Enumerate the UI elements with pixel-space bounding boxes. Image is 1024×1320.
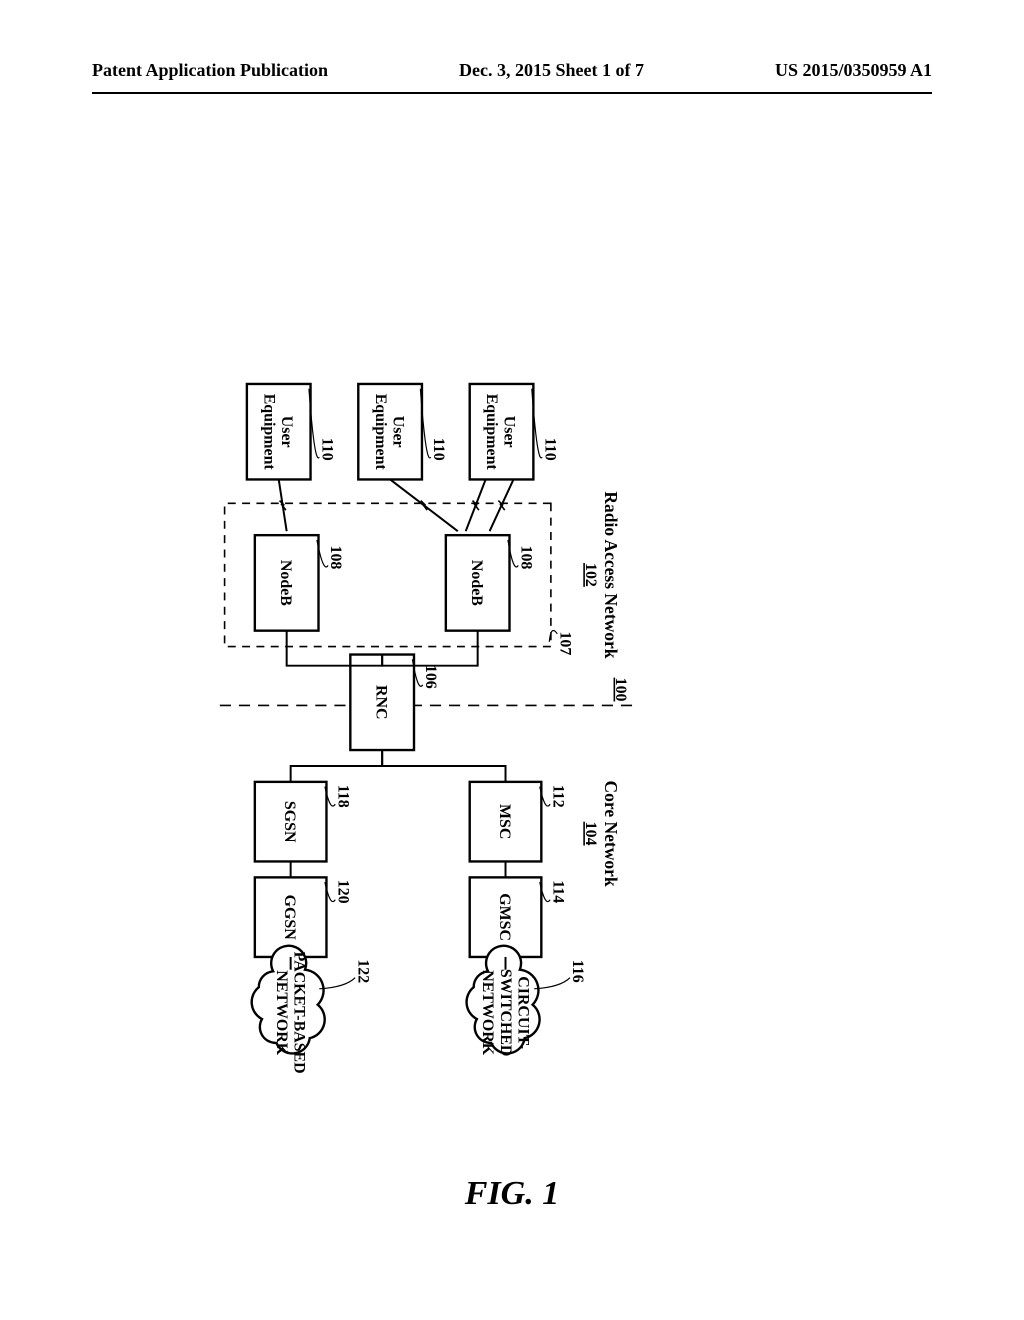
ue2-ref: 110 <box>430 438 447 461</box>
cs-ref: 116 <box>569 960 586 983</box>
rnc-label: RNC <box>373 685 390 719</box>
cloud-cs: CIRCUIT-SWITCHEDNETWORK 116 <box>467 946 587 1057</box>
diagram: 100 Radio Access Network 102 Core Networ… <box>130 180 894 1140</box>
msc-ref: 112 <box>549 785 566 808</box>
box-nodeb2: NodeB 108 <box>255 535 344 631</box>
page-header: Patent Application Publication Dec. 3, 2… <box>92 60 932 81</box>
cloud-ps: PACKET-BASEDNETWORK 122 <box>252 946 372 1074</box>
box-ggsn: GGSN 120 <box>255 877 352 957</box>
box-gmsc: GMSC 114 <box>470 877 567 957</box>
box-ue1: UserEquipment110 <box>470 384 559 480</box>
box-msc: MSC 112 <box>470 782 567 862</box>
nodeb1-ref: 108 <box>517 546 534 570</box>
box-ue2: UserEquipment110 <box>358 384 447 480</box>
ps-ref: 122 <box>354 959 371 983</box>
core-title: Core Network <box>601 781 621 887</box>
nodeb1-label: NodeB <box>468 560 485 606</box>
header-left: Patent Application Publication <box>92 60 328 81</box>
core-ref: 104 <box>582 822 599 846</box>
ue3-ref: 110 <box>318 438 335 461</box>
msc-label: MSC <box>496 804 513 839</box>
rnc-ref: 106 <box>422 665 439 689</box>
header-right: US 2015/0350959 A1 <box>775 60 932 81</box>
system-ref: 100 <box>612 678 629 702</box>
box-sgsn: SGSN 118 <box>255 782 352 862</box>
figure-label: FIG. 1 <box>0 1175 1024 1213</box>
nodeb2-ref: 108 <box>327 546 344 570</box>
cs-label: CIRCUIT-SWITCHEDNETWORK <box>479 969 531 1057</box>
ggsn-label: GGSN <box>281 895 298 941</box>
nodeb2-label: NodeB <box>277 560 294 606</box>
ggsn-ref: 120 <box>334 880 351 904</box>
ran-title: Radio Access Network <box>601 491 621 658</box>
diagram-svg: 100 Radio Access Network 102 Core Networ… <box>0 376 894 1140</box>
header-rule <box>92 92 932 94</box>
sgsn-label: SGSN <box>281 801 298 843</box>
ran-ref: 102 <box>582 563 599 587</box>
ue1-ref: 110 <box>541 438 558 461</box>
box-rnc: RNC 106 <box>350 655 439 751</box>
sgsn-ref: 118 <box>334 785 351 808</box>
gmsc-label: GMSC <box>496 893 513 941</box>
header-center: Dec. 3, 2015 Sheet 1 of 7 <box>459 60 644 81</box>
nodeb-group-ref: 107 <box>556 631 573 655</box>
box-nodeb1: NodeB 108 <box>446 535 535 631</box>
box-ue3: UserEquipment110 <box>247 384 336 480</box>
ps-label: PACKET-BASEDNETWORK <box>273 952 308 1074</box>
gmsc-ref: 114 <box>549 880 566 903</box>
